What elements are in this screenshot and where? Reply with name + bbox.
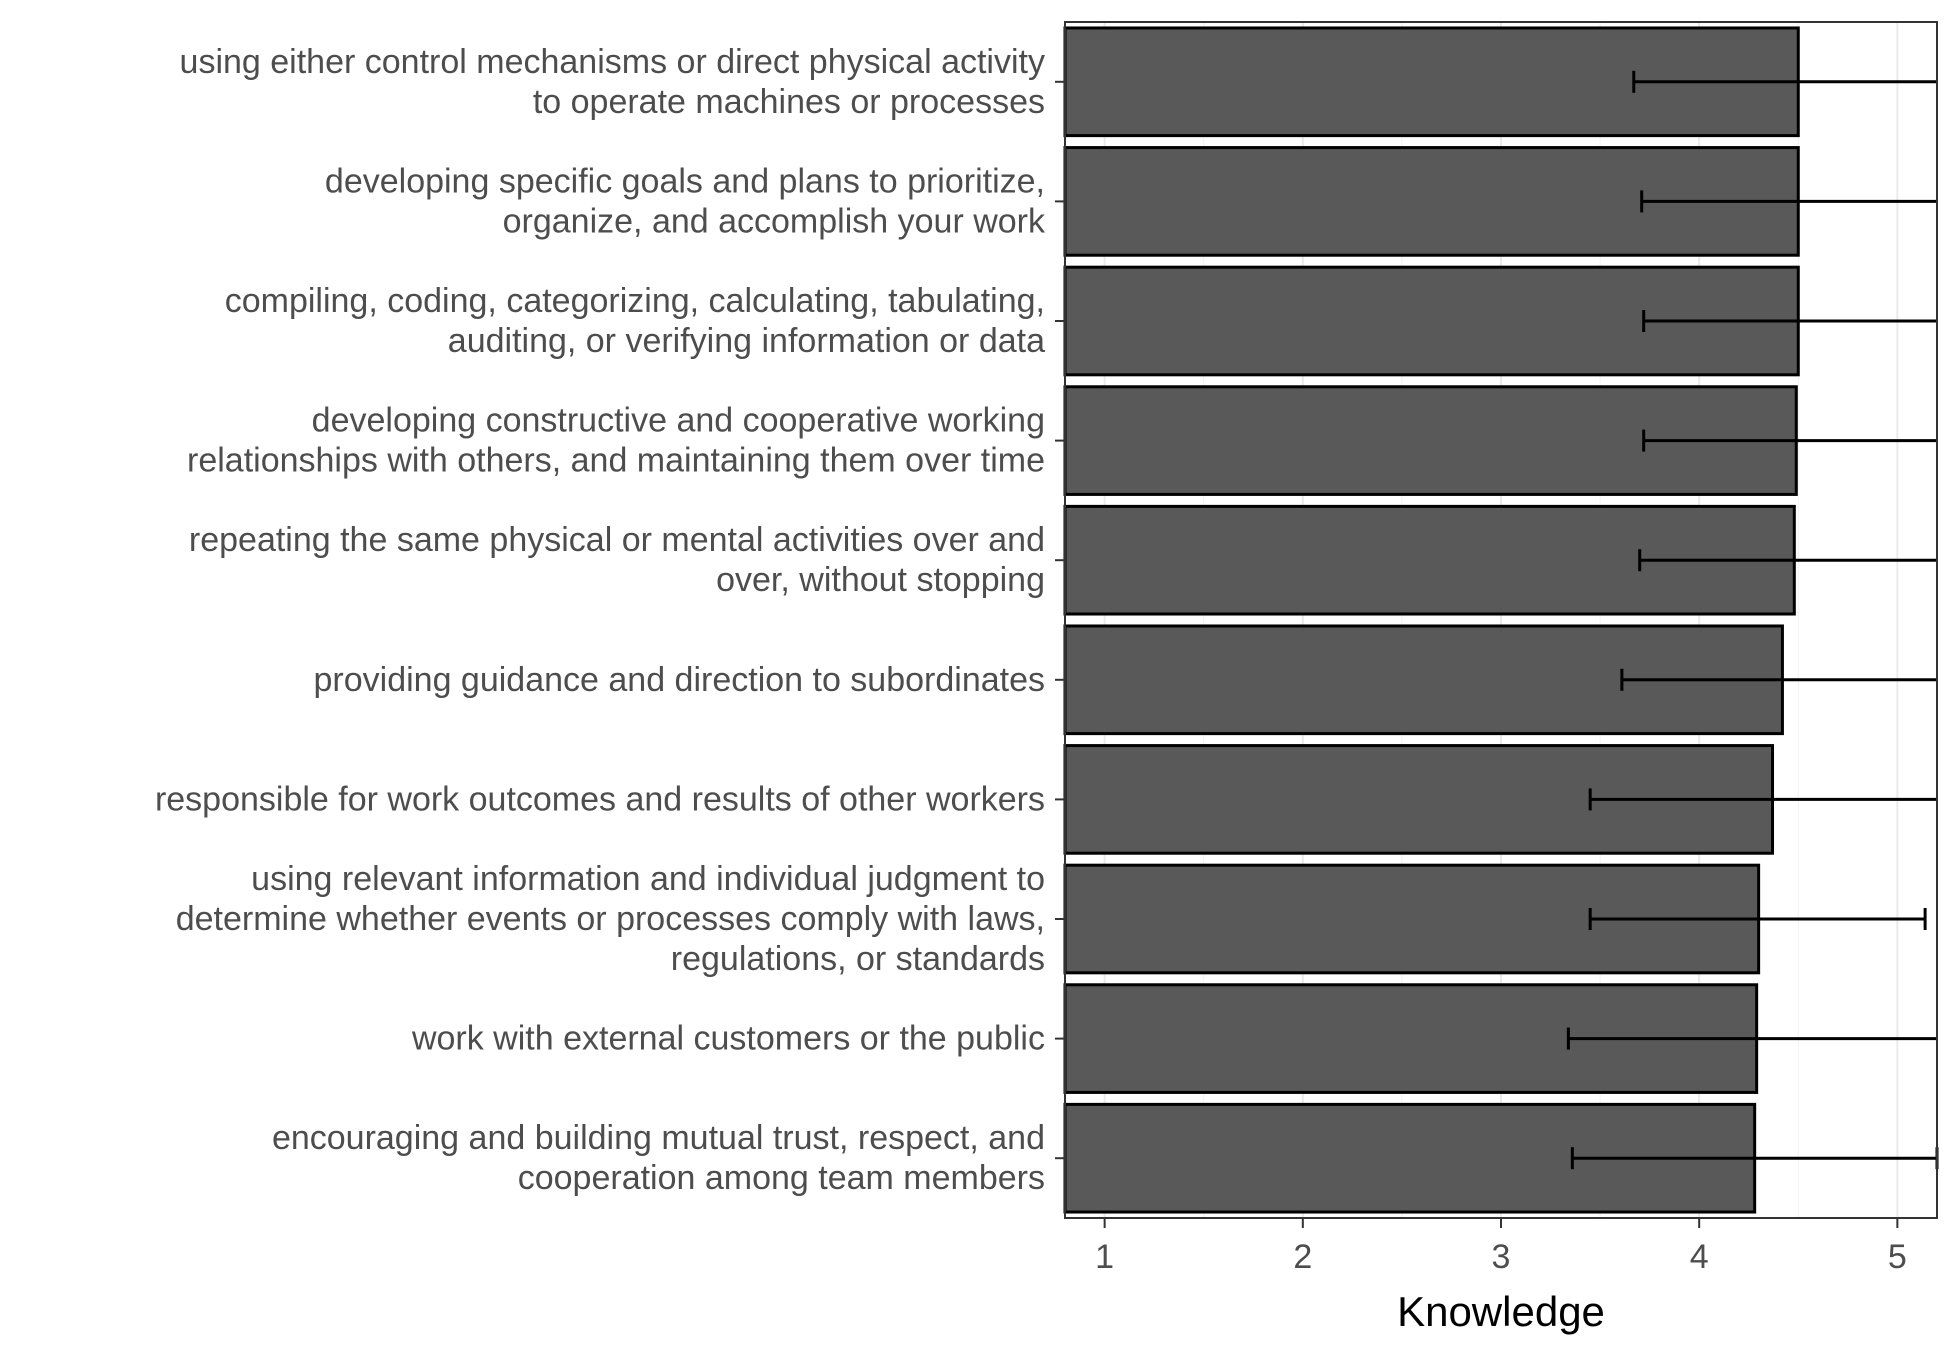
y-axis: using either control mechanisms or direc… [155,43,1065,1197]
category-label-line: regulations, or standards [671,940,1045,978]
x-tick-label: 4 [1690,1238,1709,1276]
category-label: providing guidance and direction to subo… [314,661,1046,699]
category-label-line: auditing, or verifying information or da… [448,322,1045,360]
x-axis-title: Knowledge [1397,1288,1605,1335]
category-label-line: relationships with others, and maintaini… [187,442,1045,480]
category-label: developing constructive and cooperative … [187,402,1045,480]
category-label-line: determine whether events or processes co… [176,900,1045,938]
category-label: repeating the same physical or mental ac… [189,521,1045,599]
x-tick-label: 1 [1095,1238,1114,1276]
x-tick-label: 3 [1492,1238,1511,1276]
x-tick-label: 2 [1293,1238,1312,1276]
error-bars [1566,70,1939,1170]
category-label-line: repeating the same physical or mental ac… [189,521,1045,559]
x-axis: 1 2 3 4 5 [1095,1218,1907,1276]
category-label-line: organize, and accomplish your work [503,202,1046,240]
category-label-line: cooperation among team members [518,1159,1045,1197]
category-label: using either control mechanisms or direc… [180,43,1045,121]
category-label-line: providing guidance and direction to subo… [314,661,1046,699]
category-label: compiling, coding, categorizing, calcula… [225,282,1045,360]
category-label: work with external customers or the publ… [411,1020,1045,1058]
category-label: using relevant information and individua… [176,860,1045,978]
bar [1063,504,1796,616]
category-label-line: responsible for work outcomes and result… [155,780,1045,818]
category-label-line: using relevant information and individua… [251,860,1045,898]
category-label-line: encouraging and building mutual trust, r… [272,1119,1045,1157]
category-label: developing specific goals and plans to p… [325,162,1046,240]
x-tick-label: 5 [1888,1238,1907,1276]
category-label-line: compiling, coding, categorizing, calcula… [225,282,1045,320]
category-label: responsible for work outcomes and result… [155,780,1045,818]
category-label: encouraging and building mutual trust, r… [272,1119,1045,1197]
category-label-line: using either control mechanisms or direc… [180,43,1045,81]
category-label-line: developing specific goals and plans to p… [325,162,1045,200]
category-label-line: over, without stopping [716,561,1045,599]
category-label-line: work with external customers or the publ… [411,1020,1045,1058]
category-label-line: to operate machines or processes [533,83,1045,121]
category-label-line: developing constructive and cooperative … [312,402,1045,440]
